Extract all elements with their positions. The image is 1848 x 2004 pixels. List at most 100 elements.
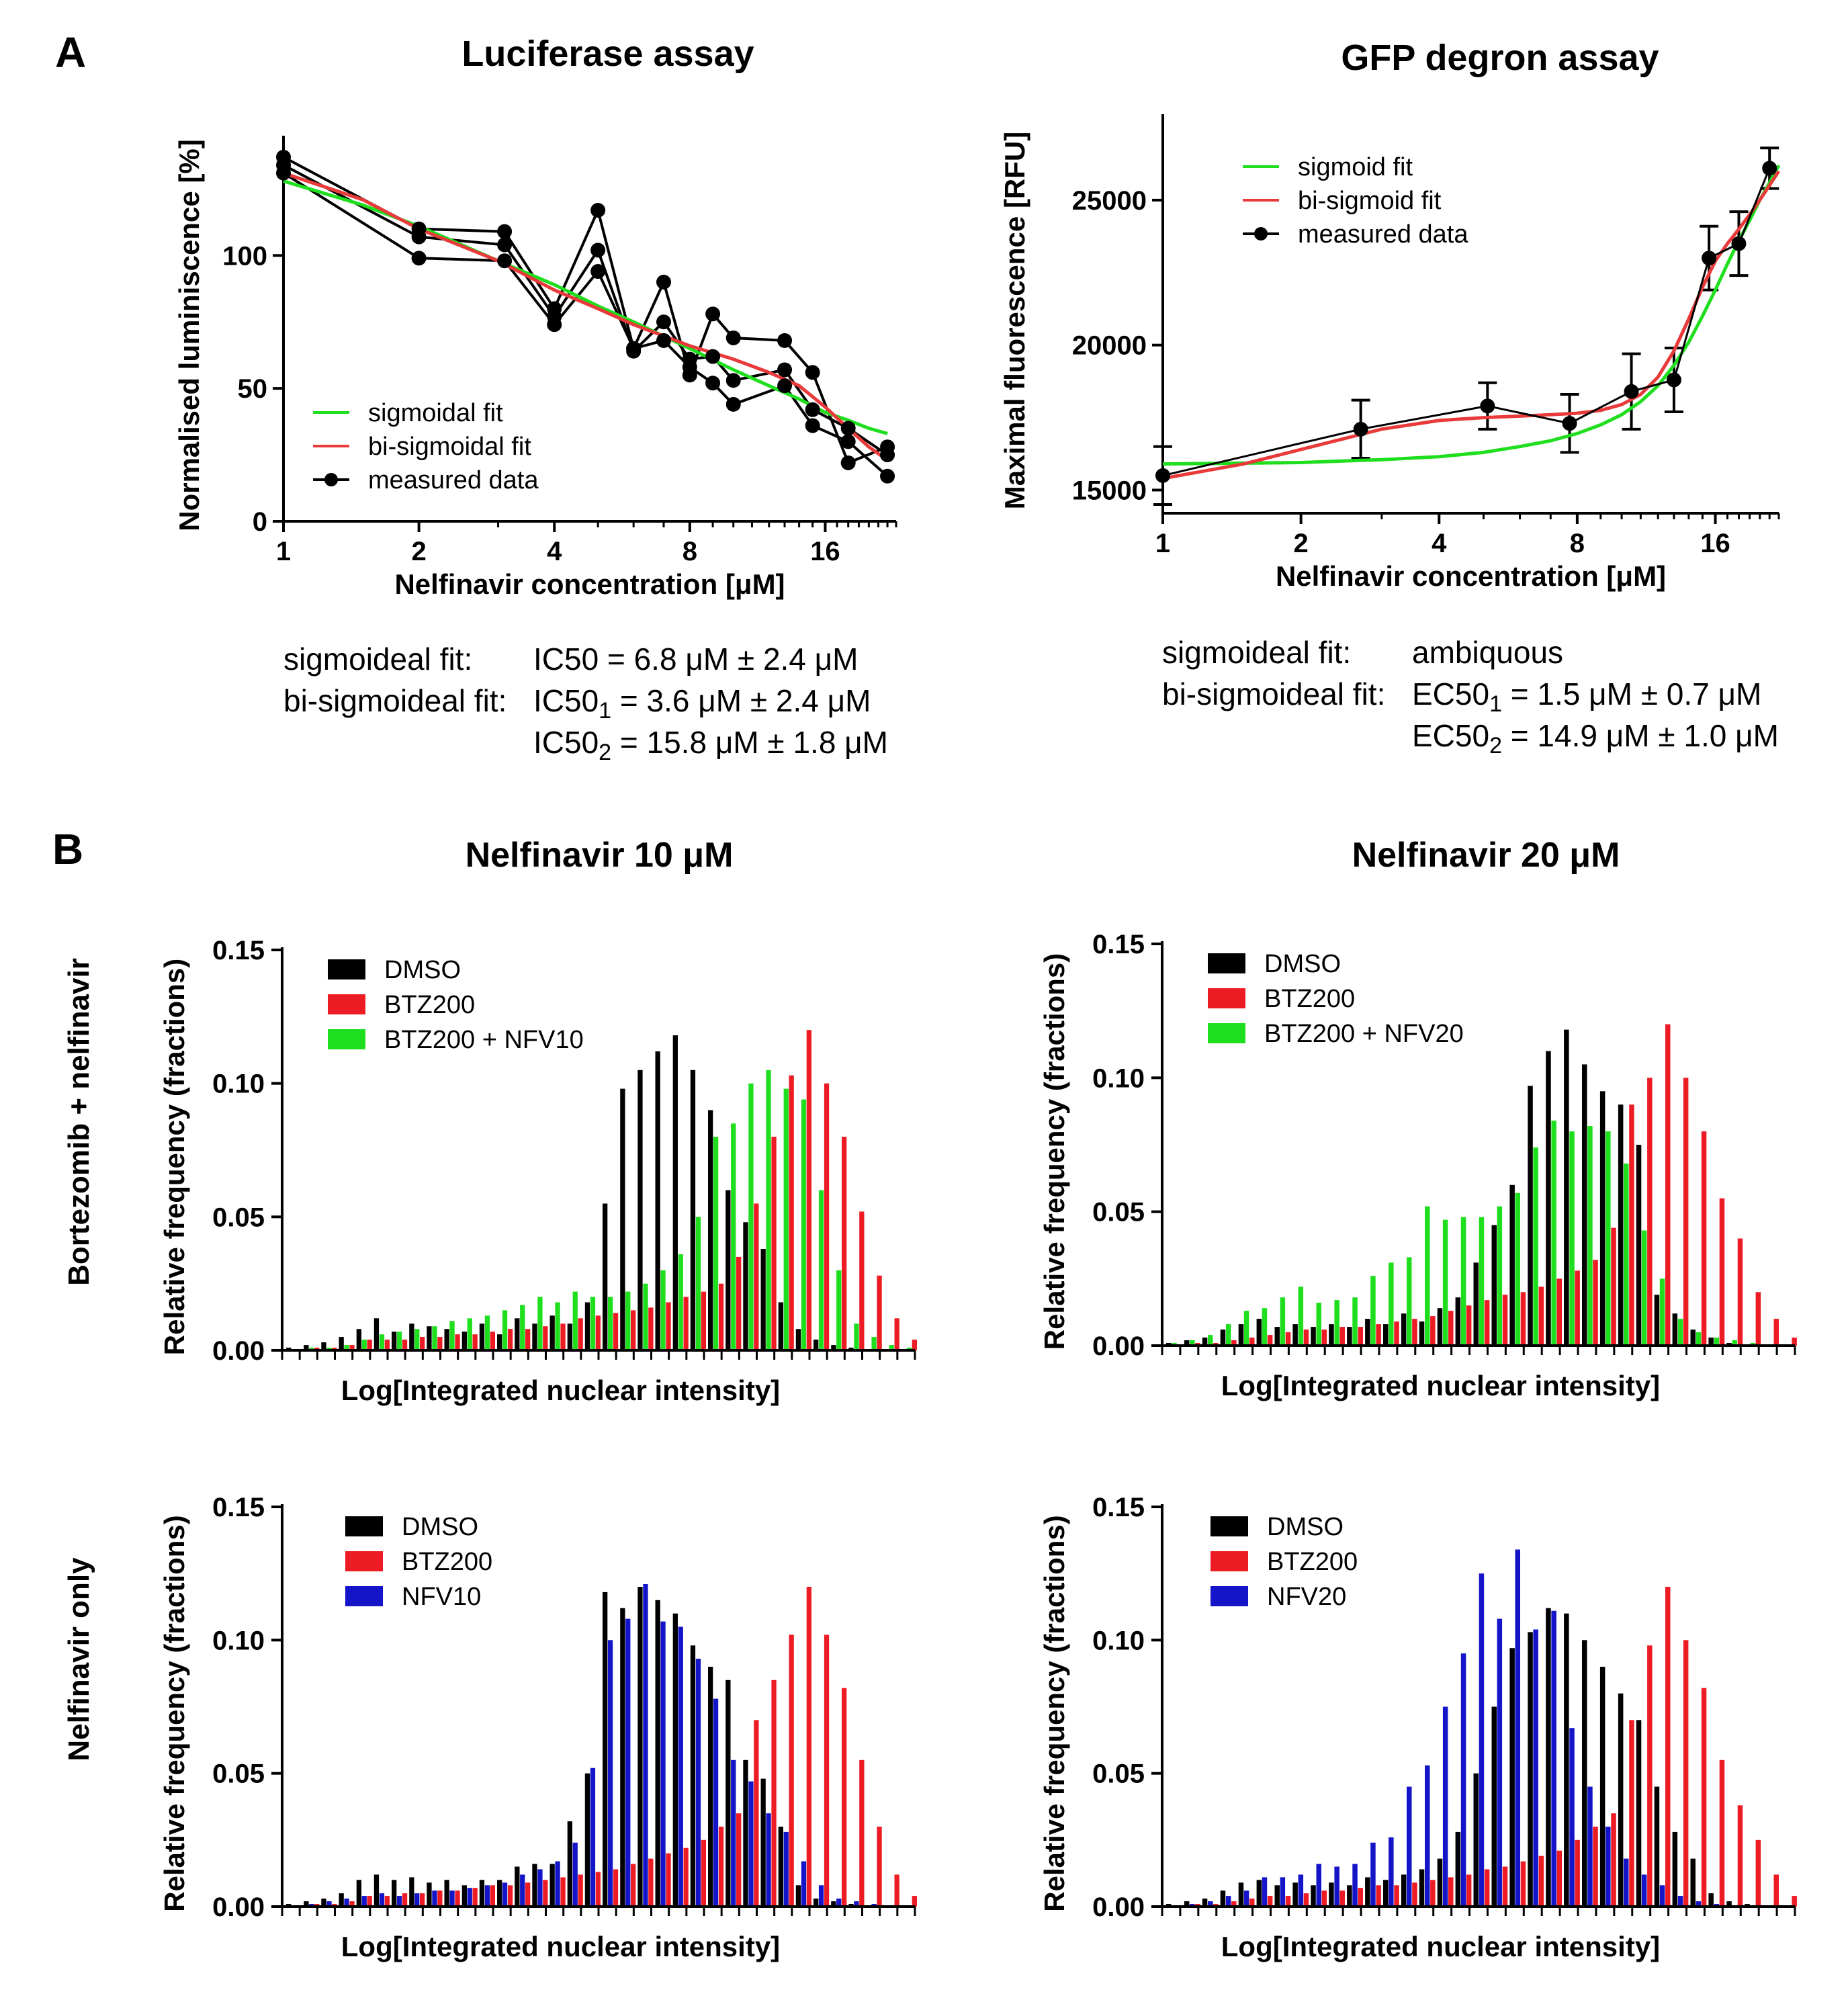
histogram-bar — [532, 1323, 537, 1350]
bi-fit-1-rest: = 1.5 μM ± 0.7 μM — [1502, 677, 1762, 711]
histogram-bar — [1659, 1885, 1665, 1907]
histogram-bar — [859, 1759, 865, 1907]
data-point — [276, 165, 291, 181]
histogram-bar — [701, 1839, 706, 1907]
histogram-bar — [1690, 1858, 1696, 1907]
histogram-bar — [1479, 1217, 1485, 1346]
histogram-bar — [537, 1297, 543, 1350]
histogram-bar — [304, 1901, 309, 1907]
histogram-bar — [1672, 1831, 1678, 1907]
data-point — [880, 468, 895, 484]
histogram-bar — [537, 1869, 543, 1907]
histogram-bar — [595, 1315, 601, 1350]
histogram-bar — [1641, 1874, 1647, 1907]
histogram-bar — [613, 1313, 619, 1350]
data-point — [705, 349, 721, 364]
histogram-bar — [484, 1885, 490, 1907]
histogram-bar — [625, 1618, 631, 1907]
histogram-bar — [1551, 1610, 1556, 1907]
x-axis-label: Nelfinavir concentration [μM] — [1276, 560, 1666, 592]
histogram-bar — [420, 1893, 425, 1907]
histogram-bar — [1376, 1885, 1381, 1907]
histogram-bar — [1274, 1327, 1280, 1346]
histogram-btz-nfv10: 0.00 0.05 0.10 0.15 Log[Integrated nuclear i… — [159, 936, 917, 1406]
histogram-nfv20-only: 0.00 0.05 0.10 0.15 Log[Integrated nuclear i… — [1039, 1493, 1797, 1962]
histogram-bar — [1636, 1720, 1642, 1907]
histogram-bar — [1394, 1885, 1399, 1907]
histogram-bar — [666, 1302, 671, 1350]
histogram-bar — [321, 1899, 326, 1907]
histogram-bar — [392, 1332, 397, 1350]
histogram-bar — [1732, 1340, 1737, 1346]
histogram-bar — [1303, 1893, 1309, 1907]
row-label-top: Bortezomib + nelfinavir — [62, 958, 95, 1286]
histogram-bar — [643, 1283, 648, 1350]
y-tick-label: 0.05 — [212, 1203, 265, 1232]
histogram-bar — [1708, 1893, 1714, 1907]
histogram-bar — [613, 1869, 619, 1907]
histogram-bar — [502, 1310, 508, 1350]
histogram-bar — [1551, 1121, 1556, 1346]
histogram-bar — [1466, 1305, 1472, 1346]
histogram-bar — [344, 1345, 349, 1350]
legend-marker — [324, 473, 338, 486]
histogram-bar — [607, 1640, 613, 1907]
data-point — [777, 362, 793, 378]
histogram-bar — [349, 1901, 355, 1907]
bi-fit-2-sub: 2 — [599, 740, 612, 765]
y-axis-label: Relative frequency (fractions) — [159, 959, 190, 1356]
histogram-bar — [603, 1203, 608, 1350]
legend-label: measured data — [1298, 220, 1468, 249]
histogram-bar — [877, 1275, 882, 1350]
y-axis-label: Relative frequency (fractions) — [1039, 953, 1070, 1350]
histogram-bar — [695, 1217, 701, 1350]
histogram-bar — [525, 1329, 531, 1350]
legend-label: sigmoidal fit — [368, 399, 503, 427]
histogram-bar — [877, 1827, 882, 1907]
histogram-bar — [409, 1877, 414, 1907]
histogram-bar — [449, 1321, 455, 1350]
data-point — [1353, 421, 1368, 437]
histogram-bar — [771, 1680, 777, 1907]
histogram-bar — [1412, 1319, 1417, 1346]
histogram-bar — [1389, 1262, 1394, 1346]
histogram-bar — [1564, 1613, 1569, 1907]
histogram-bar — [304, 1345, 309, 1350]
histogram-bar — [1460, 1653, 1466, 1907]
histogram-bar — [806, 1030, 811, 1350]
legend-label: DMSO — [384, 956, 461, 984]
histogram-bar — [824, 1083, 830, 1350]
histogram-bar — [543, 1880, 548, 1907]
legend-swatch — [345, 1516, 383, 1536]
data-point — [1624, 384, 1639, 399]
histogram-bar — [1672, 1313, 1678, 1346]
data-point — [411, 251, 427, 266]
histogram-bar — [1659, 1278, 1665, 1346]
histogram-bar — [1311, 1327, 1316, 1346]
histogram-bar — [1473, 1262, 1479, 1346]
legend-swatch — [328, 994, 365, 1014]
histogram-bar — [801, 1099, 807, 1350]
histogram-bar — [713, 1137, 719, 1350]
histogram-bar — [437, 1337, 443, 1350]
data-point — [656, 274, 671, 290]
histogram-bar — [572, 1842, 578, 1907]
histogram-bar — [560, 1877, 566, 1907]
data-point — [805, 418, 820, 433]
histogram-bar — [373, 1318, 380, 1350]
histogram-bar — [1515, 1192, 1520, 1346]
histogram-bar — [578, 1874, 583, 1907]
histogram-bar — [824, 1635, 830, 1907]
histogram-bar — [1546, 1608, 1551, 1907]
histogram-bar — [620, 1088, 625, 1350]
x-tick-label: 8 — [683, 537, 697, 566]
histogram-bar — [1677, 1896, 1683, 1907]
histogram-bar — [525, 1882, 531, 1907]
histogram-bar — [420, 1337, 425, 1350]
histogram-bar — [713, 1698, 719, 1907]
histogram-bar — [467, 1318, 472, 1350]
histogram-bar — [1484, 1300, 1490, 1346]
histogram-bar — [467, 1888, 472, 1907]
histogram-bar — [1448, 1311, 1454, 1346]
histogram-bar — [1280, 1297, 1286, 1346]
